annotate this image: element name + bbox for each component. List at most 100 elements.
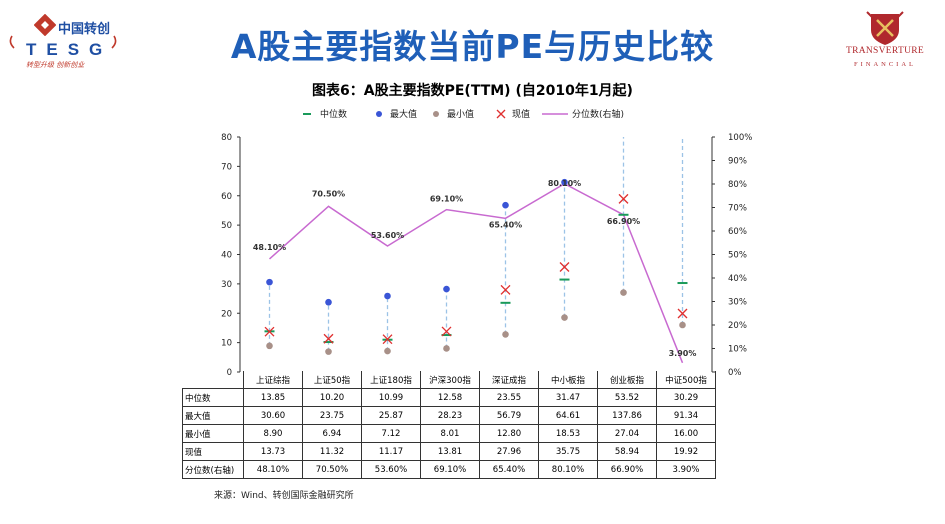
- y-left-tick-label: 40: [221, 251, 232, 261]
- table-cell: 3.90%: [656, 460, 716, 479]
- y-left-tick-label: 60: [221, 192, 232, 202]
- current-point-stroke: [441, 326, 452, 337]
- min-point: [443, 345, 450, 352]
- y-right-tick-label: 80%: [728, 180, 747, 190]
- legend-label: 最大值: [390, 108, 417, 120]
- legend-max-swatch: [376, 111, 382, 117]
- crest-icon: [866, 11, 904, 45]
- y-left-tick-label: 20: [221, 309, 232, 319]
- table-row: 最大值 30.60 23.75 25.87 28.23 56.79 64.61 137.86 9…: [182, 406, 716, 425]
- table-row: 分位数(右轴) 48.10% 70.50% 53.60% 69.10% 65.40% 80.…: [182, 460, 716, 479]
- table-cell: 6.94: [302, 424, 362, 443]
- category-label: 上证180指: [361, 371, 421, 389]
- table-cell: 53.60%: [361, 460, 421, 479]
- y-right-tick-label: 70%: [728, 204, 747, 214]
- table-cell: 30.60: [243, 406, 303, 425]
- y-left-tick-label: 30: [221, 280, 232, 290]
- table-cell: 7.12: [361, 424, 421, 443]
- table-cell: 58.94: [597, 442, 657, 461]
- table-cell: 12.58: [420, 388, 480, 407]
- current-point: [559, 262, 570, 272]
- legend-label: 分位数(右轴): [572, 108, 624, 120]
- row-label: 中位数: [182, 388, 244, 407]
- percentile-data-label: 48.10%: [253, 243, 286, 252]
- table-cell: 137.86: [597, 406, 657, 425]
- current-point-stroke: [382, 334, 393, 345]
- table-cell: 56.79: [479, 406, 539, 425]
- table-cell: 8.90: [243, 424, 303, 443]
- table-cell: 91.34: [656, 406, 716, 425]
- legend-current-stroke: [496, 109, 506, 119]
- table-cell: 80.10%: [538, 460, 598, 479]
- y-right-tick-label: 100%: [728, 133, 752, 143]
- tesg-logo-en: TESG: [26, 40, 113, 59]
- category-label: 上证50指: [302, 371, 362, 389]
- table-cell: 27.04: [597, 424, 657, 443]
- y-right-tick-label: 0%: [728, 368, 742, 378]
- tesg-emblem-icon: [34, 14, 56, 36]
- table-cell: 13.81: [420, 442, 480, 461]
- min-point: [266, 342, 273, 350]
- current-point: [323, 333, 334, 344]
- page-title: A股主要指数当前PE与历史比较: [230, 27, 715, 66]
- table-cell: 13.85: [243, 388, 303, 407]
- current-point-stroke: [559, 262, 570, 272]
- max-point: [266, 278, 273, 286]
- percentile-data-label: 53.60%: [371, 231, 404, 240]
- table-cell: 35.75: [538, 442, 598, 461]
- percentile-data-label: 3.90%: [669, 349, 697, 358]
- table-cell: 69.10%: [420, 460, 480, 479]
- table-cell: 10.20: [302, 388, 362, 407]
- y-left-tick-label: 50: [221, 221, 232, 231]
- category-label: 中证500指: [656, 371, 716, 389]
- current-point-stroke: [677, 308, 688, 319]
- current-point-stroke: [618, 193, 629, 204]
- tesg-logo-cn: 中国转创: [58, 22, 111, 37]
- current-point: [618, 193, 629, 204]
- table-cell: 12.80: [479, 424, 539, 443]
- y-right-tick-label: 50%: [728, 251, 747, 261]
- legend-min-swatch: [433, 111, 439, 117]
- table-cell: 18.53: [538, 424, 598, 443]
- table-cell: 11.17: [361, 442, 421, 461]
- current-point-stroke: [500, 284, 511, 295]
- tesg-logo-slogan: 转型升级 创新创业: [26, 61, 85, 69]
- laurel-icon: [9, 35, 117, 49]
- min-point: [384, 347, 391, 355]
- min-point: [561, 314, 568, 321]
- legend-label: 中位数: [320, 108, 347, 120]
- table-cell: 30.29: [656, 388, 716, 407]
- percentile-data-label: 69.10%: [430, 195, 463, 204]
- current-point: [677, 308, 688, 319]
- percentile-data-label: 66.90%: [607, 217, 640, 226]
- current-point: [382, 334, 393, 345]
- current-point: [264, 326, 275, 337]
- max-point: [384, 292, 391, 300]
- category-label: 中小板指: [538, 371, 598, 389]
- table-cell: 31.47: [538, 388, 598, 407]
- table-row: 现值 13.73 11.32 11.17 13.81 27.96 35.75 58.94 19.…: [182, 442, 716, 461]
- max-point: [561, 178, 568, 186]
- y-right-tick-label: 30%: [728, 298, 747, 308]
- table-cell: 53.52: [597, 388, 657, 407]
- legend-label: 最小值: [447, 108, 474, 120]
- table-cell: 48.10%: [243, 460, 303, 479]
- row-label: 分位数(右轴): [182, 460, 244, 479]
- category-label: 上证综指: [243, 371, 303, 389]
- legend-current-swatch: [496, 109, 506, 119]
- min-point: [502, 331, 509, 338]
- data-table: 上证综指 上证50指 上证180指 沪深300指 深证成指 中小板指 创业板指 中证500指中…: [182, 371, 716, 479]
- y-left-tick-label: 80: [221, 133, 232, 143]
- table-cell: 19.92: [656, 442, 716, 461]
- percentile-data-label: 70.50%: [312, 189, 345, 198]
- table-cell: 66.90%: [597, 460, 657, 479]
- table-cell: 65.40%: [479, 460, 539, 479]
- min-point: [325, 348, 332, 355]
- table-cell: 27.96: [479, 442, 539, 461]
- min-point: [679, 321, 686, 329]
- transverture-sub: FINANCIAL: [853, 61, 917, 68]
- y-right-tick-label: 40%: [728, 274, 747, 284]
- current-point-stroke: [264, 326, 275, 337]
- current-point-stroke: [323, 333, 334, 344]
